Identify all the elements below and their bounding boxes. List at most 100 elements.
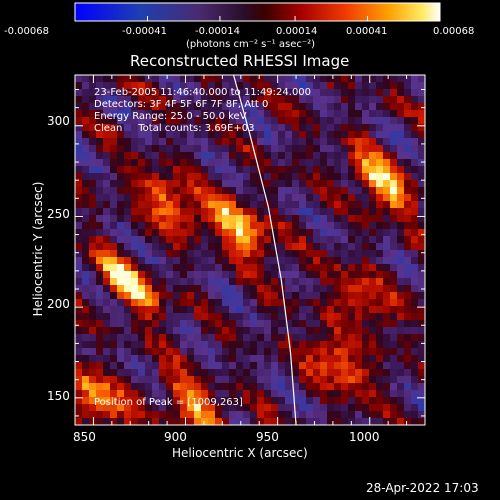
heatmap-cell (180, 145, 188, 153)
heatmap-cell (390, 152, 398, 160)
heatmap-cell (208, 89, 216, 97)
heatmap-cell (110, 278, 118, 286)
heatmap-cell (180, 348, 188, 356)
heatmap-cell (271, 75, 279, 83)
heatmap-cell (236, 327, 244, 335)
heatmap-cell (250, 208, 258, 216)
heatmap-cell (103, 124, 111, 132)
heatmap-cell (397, 208, 405, 216)
heatmap-cell (166, 75, 174, 83)
heatmap-cell (376, 145, 384, 153)
heatmap-cell (285, 173, 293, 181)
heatmap-cell (236, 173, 244, 181)
heatmap-cell (89, 152, 97, 160)
heatmap-cell (194, 145, 202, 153)
heatmap-cell (194, 362, 202, 370)
heatmap-cell (208, 236, 216, 244)
heatmap-cell (306, 313, 314, 321)
heatmap-cell (124, 208, 132, 216)
heatmap-cell (117, 208, 125, 216)
heatmap-cell (271, 348, 279, 356)
heatmap-cell (138, 334, 146, 342)
heatmap-cell (180, 299, 188, 307)
heatmap-cell (152, 320, 160, 328)
heatmap-cell (152, 299, 160, 307)
heatmap-cell (404, 152, 412, 160)
heatmap-cell (264, 313, 272, 321)
heatmap-cell (138, 341, 146, 349)
heatmap-cell (383, 292, 391, 300)
heatmap-cell (201, 411, 209, 419)
heatmap-cell (124, 341, 132, 349)
heatmap-cell (355, 341, 363, 349)
heatmap-cell (173, 383, 181, 391)
heatmap-cell (411, 89, 419, 97)
heatmap-cell (194, 355, 202, 363)
heatmap-cell (166, 306, 174, 314)
heatmap-cell (117, 348, 125, 356)
heatmap-cell (327, 390, 335, 398)
heatmap-cell (320, 285, 328, 293)
heatmap-cell (187, 103, 195, 111)
heatmap-cell (397, 243, 405, 251)
heatmap-cell (390, 96, 398, 104)
heatmap-cell (299, 334, 307, 342)
heatmap-cell (257, 117, 265, 125)
heatmap-cell (362, 82, 370, 90)
heatmap-cell (159, 243, 167, 251)
heatmap-cell (369, 138, 377, 146)
heatmap-cell (257, 131, 265, 139)
heatmap-cell (355, 110, 363, 118)
heatmap-cell (201, 82, 209, 90)
heatmap-cell (383, 285, 391, 293)
heatmap-cell (271, 411, 279, 419)
heatmap-cell (110, 110, 118, 118)
heatmap-cell (334, 222, 342, 230)
heatmap-cell (138, 194, 146, 202)
heatmap-cell (271, 131, 279, 139)
heatmap-cell (208, 131, 216, 139)
heatmap-cell (124, 327, 132, 335)
heatmap-cell (159, 152, 167, 160)
heatmap-cell (110, 201, 118, 209)
heatmap-cell (369, 159, 377, 167)
heatmap-cell (390, 292, 398, 300)
heatmap-cell (341, 278, 349, 286)
heatmap-cell (306, 222, 314, 230)
heatmap-cell (341, 362, 349, 370)
heatmap-cell (383, 117, 391, 125)
heatmap-cell (411, 208, 419, 216)
heatmap-cell (418, 145, 425, 153)
heatmap-cell (117, 355, 125, 363)
heatmap-cell (131, 145, 139, 153)
heatmap-cell (145, 194, 153, 202)
heatmap-cell (320, 166, 328, 174)
heatmap-cell (82, 243, 90, 251)
heatmap-cell (138, 110, 146, 118)
heatmap-cell (222, 271, 230, 279)
heatmap-cell (152, 124, 160, 132)
heatmap-cell (103, 397, 111, 405)
heatmap-cell (313, 166, 321, 174)
heatmap-cell (397, 180, 405, 188)
heatmap-cell (313, 180, 321, 188)
heatmap-cell (117, 103, 125, 111)
heatmap-cell (369, 194, 377, 202)
heatmap-cell (292, 166, 300, 174)
heatmap-cell (250, 278, 258, 286)
heatmap-cell (320, 194, 328, 202)
heatmap-cell (306, 355, 314, 363)
heatmap-cell (376, 103, 384, 111)
heatmap-cell (411, 96, 419, 104)
heatmap-cell (208, 138, 216, 146)
heatmap-cell (341, 271, 349, 279)
heatmap-cell (292, 257, 300, 265)
heatmap-cell (383, 271, 391, 279)
heatmap-cell (145, 320, 153, 328)
heatmap-cell (327, 376, 335, 384)
heatmap-cell (327, 313, 335, 321)
heatmap-cell (229, 187, 237, 195)
heatmap-cell (383, 222, 391, 230)
heatmap-cell (348, 390, 356, 398)
heatmap-cell (131, 222, 139, 230)
